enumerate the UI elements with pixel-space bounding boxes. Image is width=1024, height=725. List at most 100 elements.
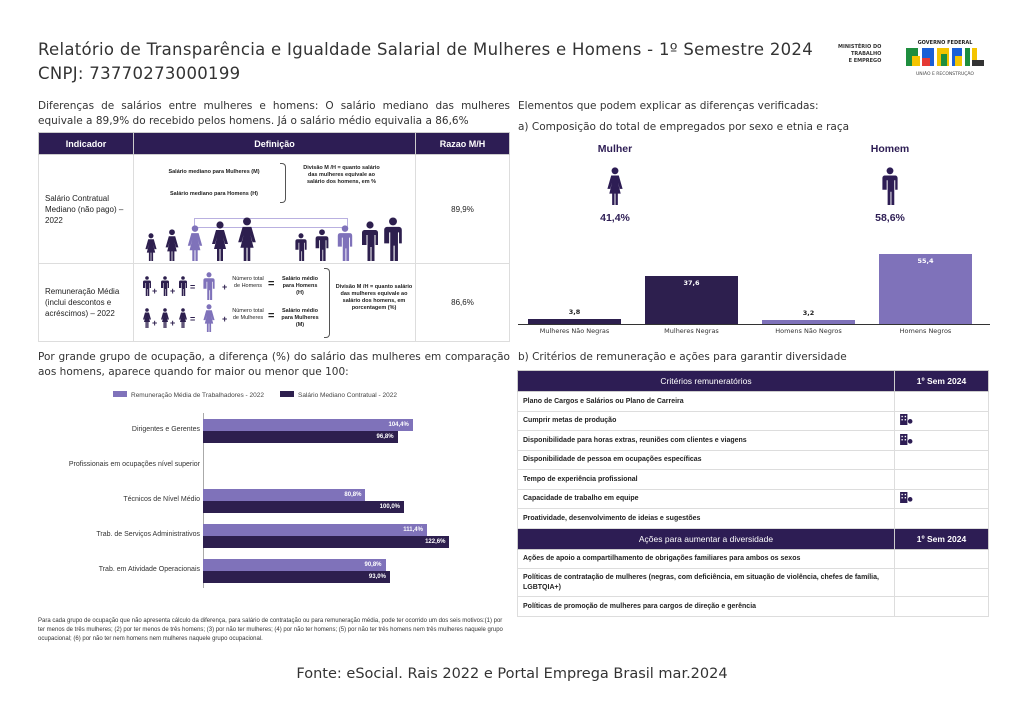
svg-text:+: + [170,286,175,296]
x-axis [518,324,990,325]
def-m: Salário mediano para Mulheres (M) [168,169,260,175]
ratio-value: 86,6% [415,263,510,342]
bar-salario: 96,8% [203,430,398,443]
table-row: Tempo de experiência profissional [517,469,989,490]
composition-bar [879,253,972,324]
bar-salario: 93,0% [203,570,390,583]
footnote: Para cada grupo de ocupação que não apre… [38,618,503,642]
criteria-header: Critérios remuneratórios [517,370,895,392]
col-definicao: Definição [133,132,416,155]
homem-pct: 58,6% [875,212,905,224]
bar-value: 3,2 [802,308,815,317]
gov-tagline: UNIÃO E RECONSTRUÇÃO [916,72,974,77]
composition-subtitle: a) Composição do total de empregados por… [518,121,850,133]
legend-item: Salário Mediano Contratual - 2022 [279,391,397,399]
def-s-m: Salário médio para Mulheres (M) [281,308,319,328]
bar-remuneracao: 111,4% [203,523,427,536]
category-label: Mulheres Não Negras [539,327,610,335]
gov-label: GOVERNO FEDERAL [917,40,973,46]
criterion-label: Proatividade, desenvolvimento de ideias … [517,508,895,529]
ministry-logo: MINISTÉRIO DO TRABALHO E EMPREGO [838,44,881,65]
equals-sign: = [268,310,275,322]
col-razao: Razao M/H [415,132,510,155]
criterion-label: Plano de Cargos e Salários ou Plano de C… [517,391,895,412]
criterion-label: Tempo de experiência profissional [517,469,895,490]
definition-cell: + + = + + = + + Número total de Homens Número t… [133,263,416,342]
composition-bar [645,276,738,324]
legend-label: Remuneração Média de Trabalhadores - 202… [131,392,264,399]
brace [280,163,286,203]
table-row: Proatividade, desenvolvimento de ideias … [517,508,989,529]
woman-icon [607,167,623,205]
source-footer: Fonte: eSocial. Rais 2022 e Portal Empre… [296,666,728,682]
bar-remuneracao: 104,4% [203,418,413,431]
man-icon [882,167,898,205]
criterion-status [894,410,989,431]
report-header: Relatório de Transparência e Igualdade S… [38,38,813,86]
svg-text:+: + [152,318,157,328]
median-bracket [194,218,348,228]
elements-heading: Elementos que podem explicar as diferenç… [518,100,819,112]
col-indicador: Indicador [38,132,134,155]
svg-text:+: + [152,286,157,296]
category-label: Homens Negros [899,327,952,335]
composition-bar [528,319,621,324]
ministry-line: TRABALHO [850,51,882,57]
diversity-col: 1º Sem 2024 [894,527,989,550]
homem-label: Homem [870,143,910,155]
bar-value: 3,8 [568,308,581,317]
svg-text:=: = [190,282,195,292]
brasil-logo: GOVERNO FEDERAL UNIÃO E RECONSTRUÇÃO [905,40,985,77]
occupation-intro: Por grande grupo de ocupação, a diferenç… [38,351,510,378]
brace [324,268,330,338]
criterion-label: Ações de apoio a compartilhamento de obr… [517,548,895,569]
equals-sign: = [268,278,275,290]
mulher-summary: Mulher 41,4% [580,143,650,224]
criteria-table: Critérios remuneratórios 1º Sem 2024 Plan… [517,370,989,617]
category-label: Trab. em Atividade Operacionais [98,565,200,573]
svg-text:+: + [222,282,227,292]
brasil-wordmark [906,48,984,66]
ministry-line: MINISTÉRIO DO [838,44,882,50]
mulher-pct: 41,4% [600,212,630,224]
bar-value: 55,4 [917,256,934,265]
bar-salario: 100,0% [203,500,404,513]
definition-cell: Salário mediano para Mulheres (M) Salári… [133,154,416,264]
svg-text:+: + [170,318,175,328]
category-label: Homens Não Negros [775,327,842,335]
bar-value: 37,6 [683,279,700,288]
mulher-label: Mulher [597,143,633,155]
criterion-status [894,430,989,451]
indicator-label: Salário Contratual Mediano (não pago) – … [38,154,134,264]
table-row: Disponibilidade para horas extras, reuni… [517,430,989,451]
sum-figures: + + = + + = + + [143,272,227,332]
category-label: Trab. de Serviços Administrativos [96,530,200,538]
svg-text:+: + [222,314,227,324]
company-icon [900,414,913,426]
criterion-status [894,449,989,470]
bar-salario: 122,6% [203,535,450,548]
company-icon [900,492,913,504]
criteria-subtitle: b) Critérios de remuneração e ações para… [518,351,847,363]
homem-summary: Homem 58,6% [855,143,925,224]
criterion-label: Políticas de contratação de mulheres (ne… [517,568,895,597]
bar-remuneracao: 80,8% [203,488,366,501]
criterion-status [894,488,989,509]
criterion-status [894,391,989,412]
category-label: Dirigentes e Gerentes [131,425,200,433]
table-row: Políticas de promoção de mulheres para c… [517,596,989,617]
def-div: Divisão M /H = quanto salário das mulher… [303,165,380,185]
criterion-label: Disponibilidade para horas extras, reuni… [517,430,895,451]
table-row: Salário Contratual Mediano (não pago) – … [38,154,510,264]
legend-item: Remuneração Média de Trabalhadores - 202… [113,391,264,399]
table-row: Plano de Cargos e Salários ou Plano de C… [517,391,989,412]
def-s-h: Salário médio para Homens (H) [281,276,319,296]
table-row: Cumprir metas de produção [517,410,989,431]
svg-text:=: = [190,314,195,324]
bar-remuneracao: 90,8% [203,558,386,571]
def-n-m: Número total de Mulheres [232,308,264,321]
category-label: Profissionais em ocupações nível superio… [68,460,200,468]
criterion-status [894,568,989,597]
def-h: Salário mediano para Homens (H) [169,191,259,197]
table-row: Remuneração Média (inclui descontos e ac… [38,263,510,342]
